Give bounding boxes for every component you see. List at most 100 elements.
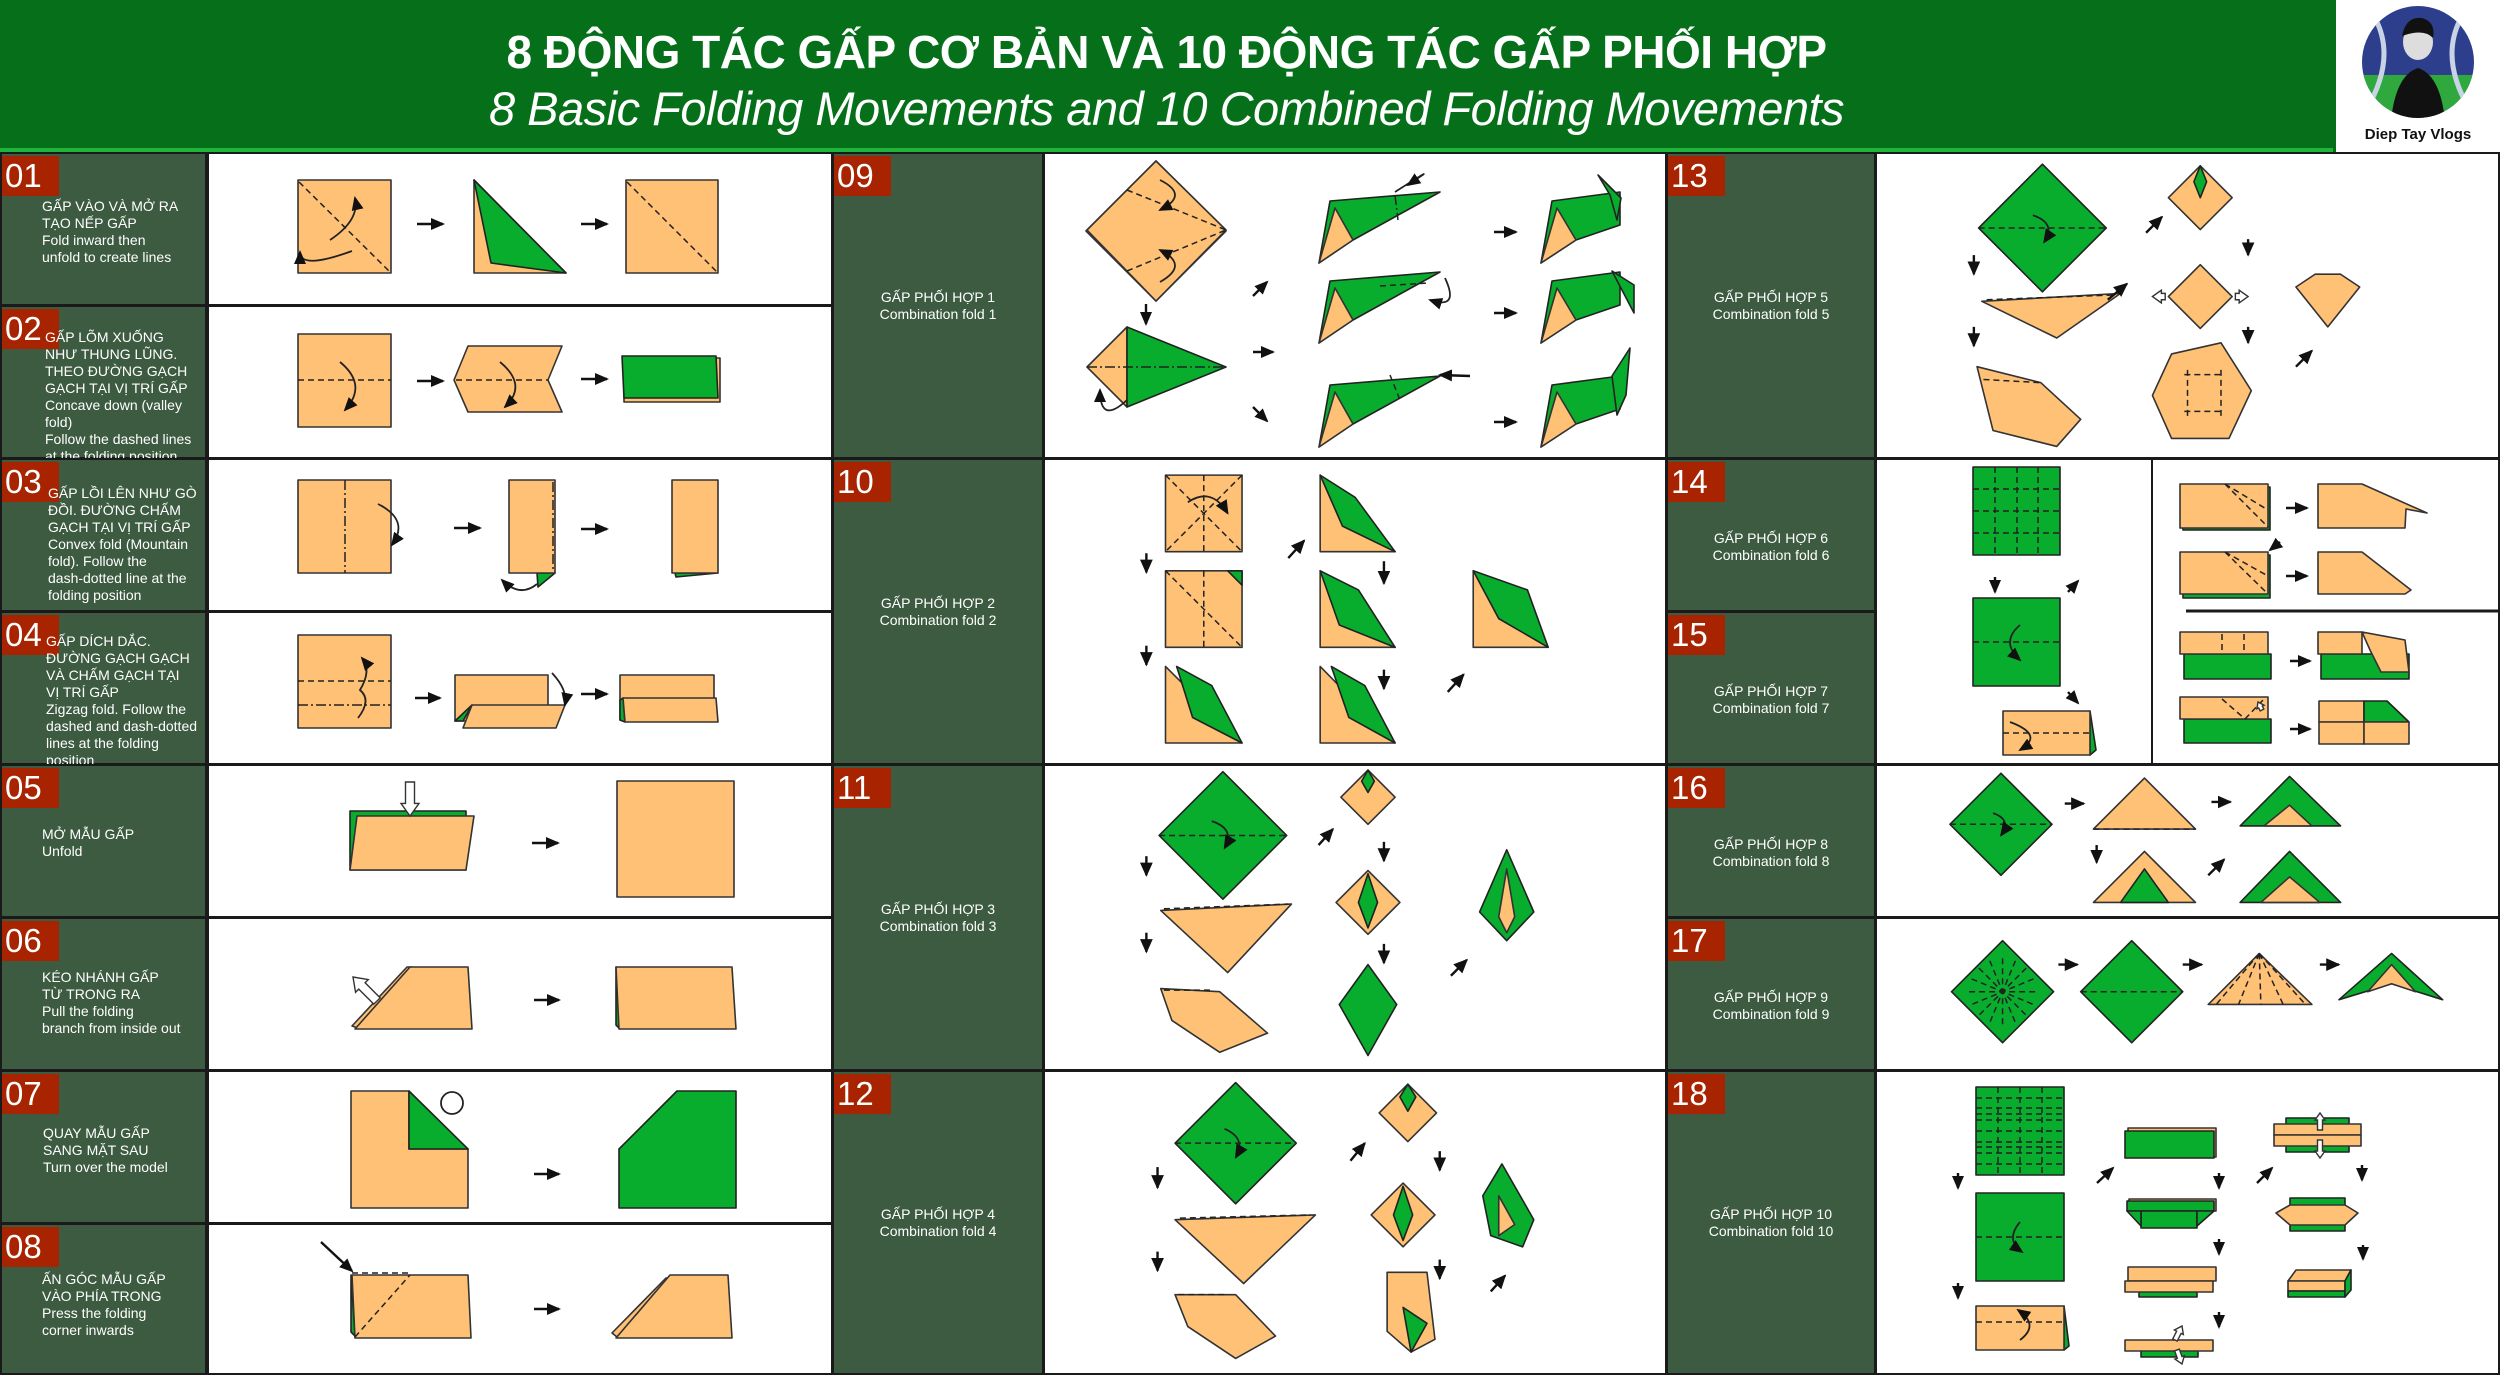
orange-paper — [1499, 869, 1515, 933]
orange-paper — [454, 346, 562, 412]
orange-paper — [509, 480, 555, 573]
step-number-badge: 07 — [2, 1074, 59, 1114]
step-label-10: 10 GẤP PHỐI HỢP 2 Combination fold 2 — [832, 458, 1044, 765]
green-paper — [1320, 571, 1395, 648]
diagram-14 — [1973, 467, 2500, 755]
step-number-badge: 14 — [1668, 462, 1725, 502]
green-paper — [2197, 1211, 2214, 1226]
step-label-12: 12 GẤP PHỐI HỢP 4 Combination fold 4 — [832, 1070, 1044, 1375]
page-subtitle: 8 Basic Folding Movements and 10 Combine… — [488, 82, 1845, 135]
orange-paper — [355, 967, 472, 1029]
step-number-badge: 06 — [2, 921, 59, 961]
valley-fold-line — [2245, 699, 2264, 719]
valley-fold-line — [2259, 953, 2261, 1004]
diagram-panel-17 — [1875, 917, 2500, 1071]
orange-paper — [1341, 770, 1395, 824]
orange-paper — [623, 698, 718, 722]
diagram-02 — [298, 334, 720, 427]
step-label-11: 11 GẤP PHỐI HỢP 3 Combination fold 3 — [832, 764, 1044, 1071]
fold-direction-arrow-icon — [500, 578, 537, 593]
diagram-09 — [1086, 161, 1634, 447]
valley-fold-line — [2239, 953, 2260, 1004]
valley-fold-line — [627, 182, 717, 272]
orange-paper — [2318, 632, 2362, 654]
step-arrow-icon — [2146, 217, 2162, 233]
push-arrow-icon — [2257, 702, 2264, 711]
step-arrow-icon — [1448, 674, 1464, 692]
valley-fold-line — [2216, 953, 2259, 1004]
step-number-badge: 11 — [834, 768, 891, 808]
fold-direction-arrow-icon — [294, 250, 352, 265]
step-description: GẤP LỒI LÊN NHƯ GÒ ĐỒI. ĐƯỜNG CHẤM GẠCH … — [48, 485, 197, 603]
step-number-badge: 12 — [834, 1074, 891, 1114]
step-arrow-icon — [2257, 1166, 2274, 1183]
step-description: GẤP PHỐI HỢP 6 Combination fold 6 — [1712, 530, 1830, 563]
step-label-16: 16 GẤP PHỐI HỢP 8 Combination fold 8 — [1666, 764, 1876, 918]
orange-paper — [2364, 722, 2409, 744]
orange-paper — [2319, 722, 2364, 744]
diagram-15 — [2180, 484, 2427, 744]
green-paper — [455, 705, 472, 721]
orange-paper — [626, 180, 718, 273]
valley-fold-line — [1390, 375, 1400, 400]
green-paper — [1362, 770, 1375, 792]
orange-paper — [2296, 274, 2360, 327]
step-arrow-icon — [1319, 829, 1333, 845]
orange-paper — [2362, 632, 2409, 672]
step-label-03: 03 GẤP LỒI LÊN NHƯ GÒ ĐỒI. ĐƯỜNG CHẤM GẠC… — [0, 458, 207, 612]
push-arrow-icon — [2315, 1113, 2325, 1130]
push-arrow-icon — [2152, 290, 2165, 303]
page-title: 8 ĐỘNG TÁC GẤP CƠ BẢN VÀ 10 ĐỘNG TÁC GẤP… — [506, 26, 1827, 78]
orange-paper — [2093, 778, 2195, 829]
fold-direction-arrow-icon — [2008, 1222, 2024, 1254]
valley-fold-line — [2225, 484, 2268, 510]
diagram-07 — [351, 1091, 736, 1208]
orange-paper — [1161, 904, 1292, 973]
step-label-01: 01 GẤP VÀO VÀ MỞ RA TẠO NẾP GẤP Fold inwa… — [0, 152, 207, 306]
green-paper — [1394, 1186, 1413, 1240]
valley-fold-line — [1127, 230, 1226, 271]
turn-over-icon — [441, 1092, 463, 1114]
step-label-07: 07 QUAY MẪU GẤP SANG MẶT SAU Turn over th… — [0, 1070, 207, 1224]
green-paper — [2184, 719, 2271, 743]
valley-fold-line — [1166, 475, 1243, 552]
green-paper — [1403, 1307, 1427, 1352]
valley-fold-line — [1972, 979, 2034, 1005]
step-description: MỞ MẪU GẤP Unfold — [42, 826, 135, 859]
orange-paper — [1976, 1306, 2064, 1350]
green-paper — [1320, 475, 1395, 552]
step-label-02: 02 GẤP LÕM XUỐNG NHƯ THUNG LŨNG. THEO ĐƯỜ… — [0, 305, 207, 464]
step-description: GẤP PHỐI HỢP 7 Combination fold 7 — [1712, 683, 1830, 716]
step-arrow-icon — [2208, 859, 2224, 875]
green-paper — [2184, 654, 2271, 679]
step-label-08: 08 ẤN GÓC MẪU GẤP VÀO PHÍA TRONG Press th… — [0, 1223, 207, 1375]
orange-paper — [672, 480, 718, 573]
diagram-06 — [352, 967, 736, 1029]
step-number-badge: 05 — [2, 768, 59, 808]
step-arrow-icon — [2065, 690, 2080, 705]
valley-fold-line — [355, 1275, 410, 1337]
step-description: GẤP PHỐI HỢP 4 Combination fold 4 — [879, 1205, 997, 1239]
step-description: GẤP PHỐI HỢP 10 Combination fold 10 — [1708, 1205, 1834, 1239]
valley-fold-line — [2259, 953, 2305, 1004]
step-number-badge: 17 — [1668, 921, 1725, 961]
step-arrow-icon — [2268, 537, 2284, 552]
step-description: QUAY MẪU GẤP SANG MẶT SAU Turn over the … — [43, 1125, 168, 1175]
green-paper — [1612, 271, 1634, 313]
green-paper — [1331, 666, 1395, 743]
step-label-15: 15 GẤP PHỐI HỢP 7 Combination fold 7 — [1666, 611, 1876, 765]
orange-paper — [2264, 805, 2312, 826]
fold-direction-arrow-icon — [1188, 496, 1228, 515]
orange-paper — [1982, 293, 2121, 338]
orange-paper — [1175, 1295, 1275, 1359]
green-paper — [2121, 869, 2169, 902]
fold-direction-arrow-icon — [1224, 1129, 1248, 1159]
fold-direction-arrow-icon — [1395, 174, 1424, 192]
green-paper — [619, 1091, 736, 1208]
step-description: GẤP PHỐI HỢP 3 Combination fold 3 — [879, 900, 997, 934]
diagram-08 — [321, 1242, 732, 1338]
orange-paper — [2128, 1267, 2216, 1281]
step-number-badge: 08 — [2, 1227, 59, 1267]
step-description: GẤP PHỐI HỢP 1 Combination fold 1 — [879, 288, 997, 322]
